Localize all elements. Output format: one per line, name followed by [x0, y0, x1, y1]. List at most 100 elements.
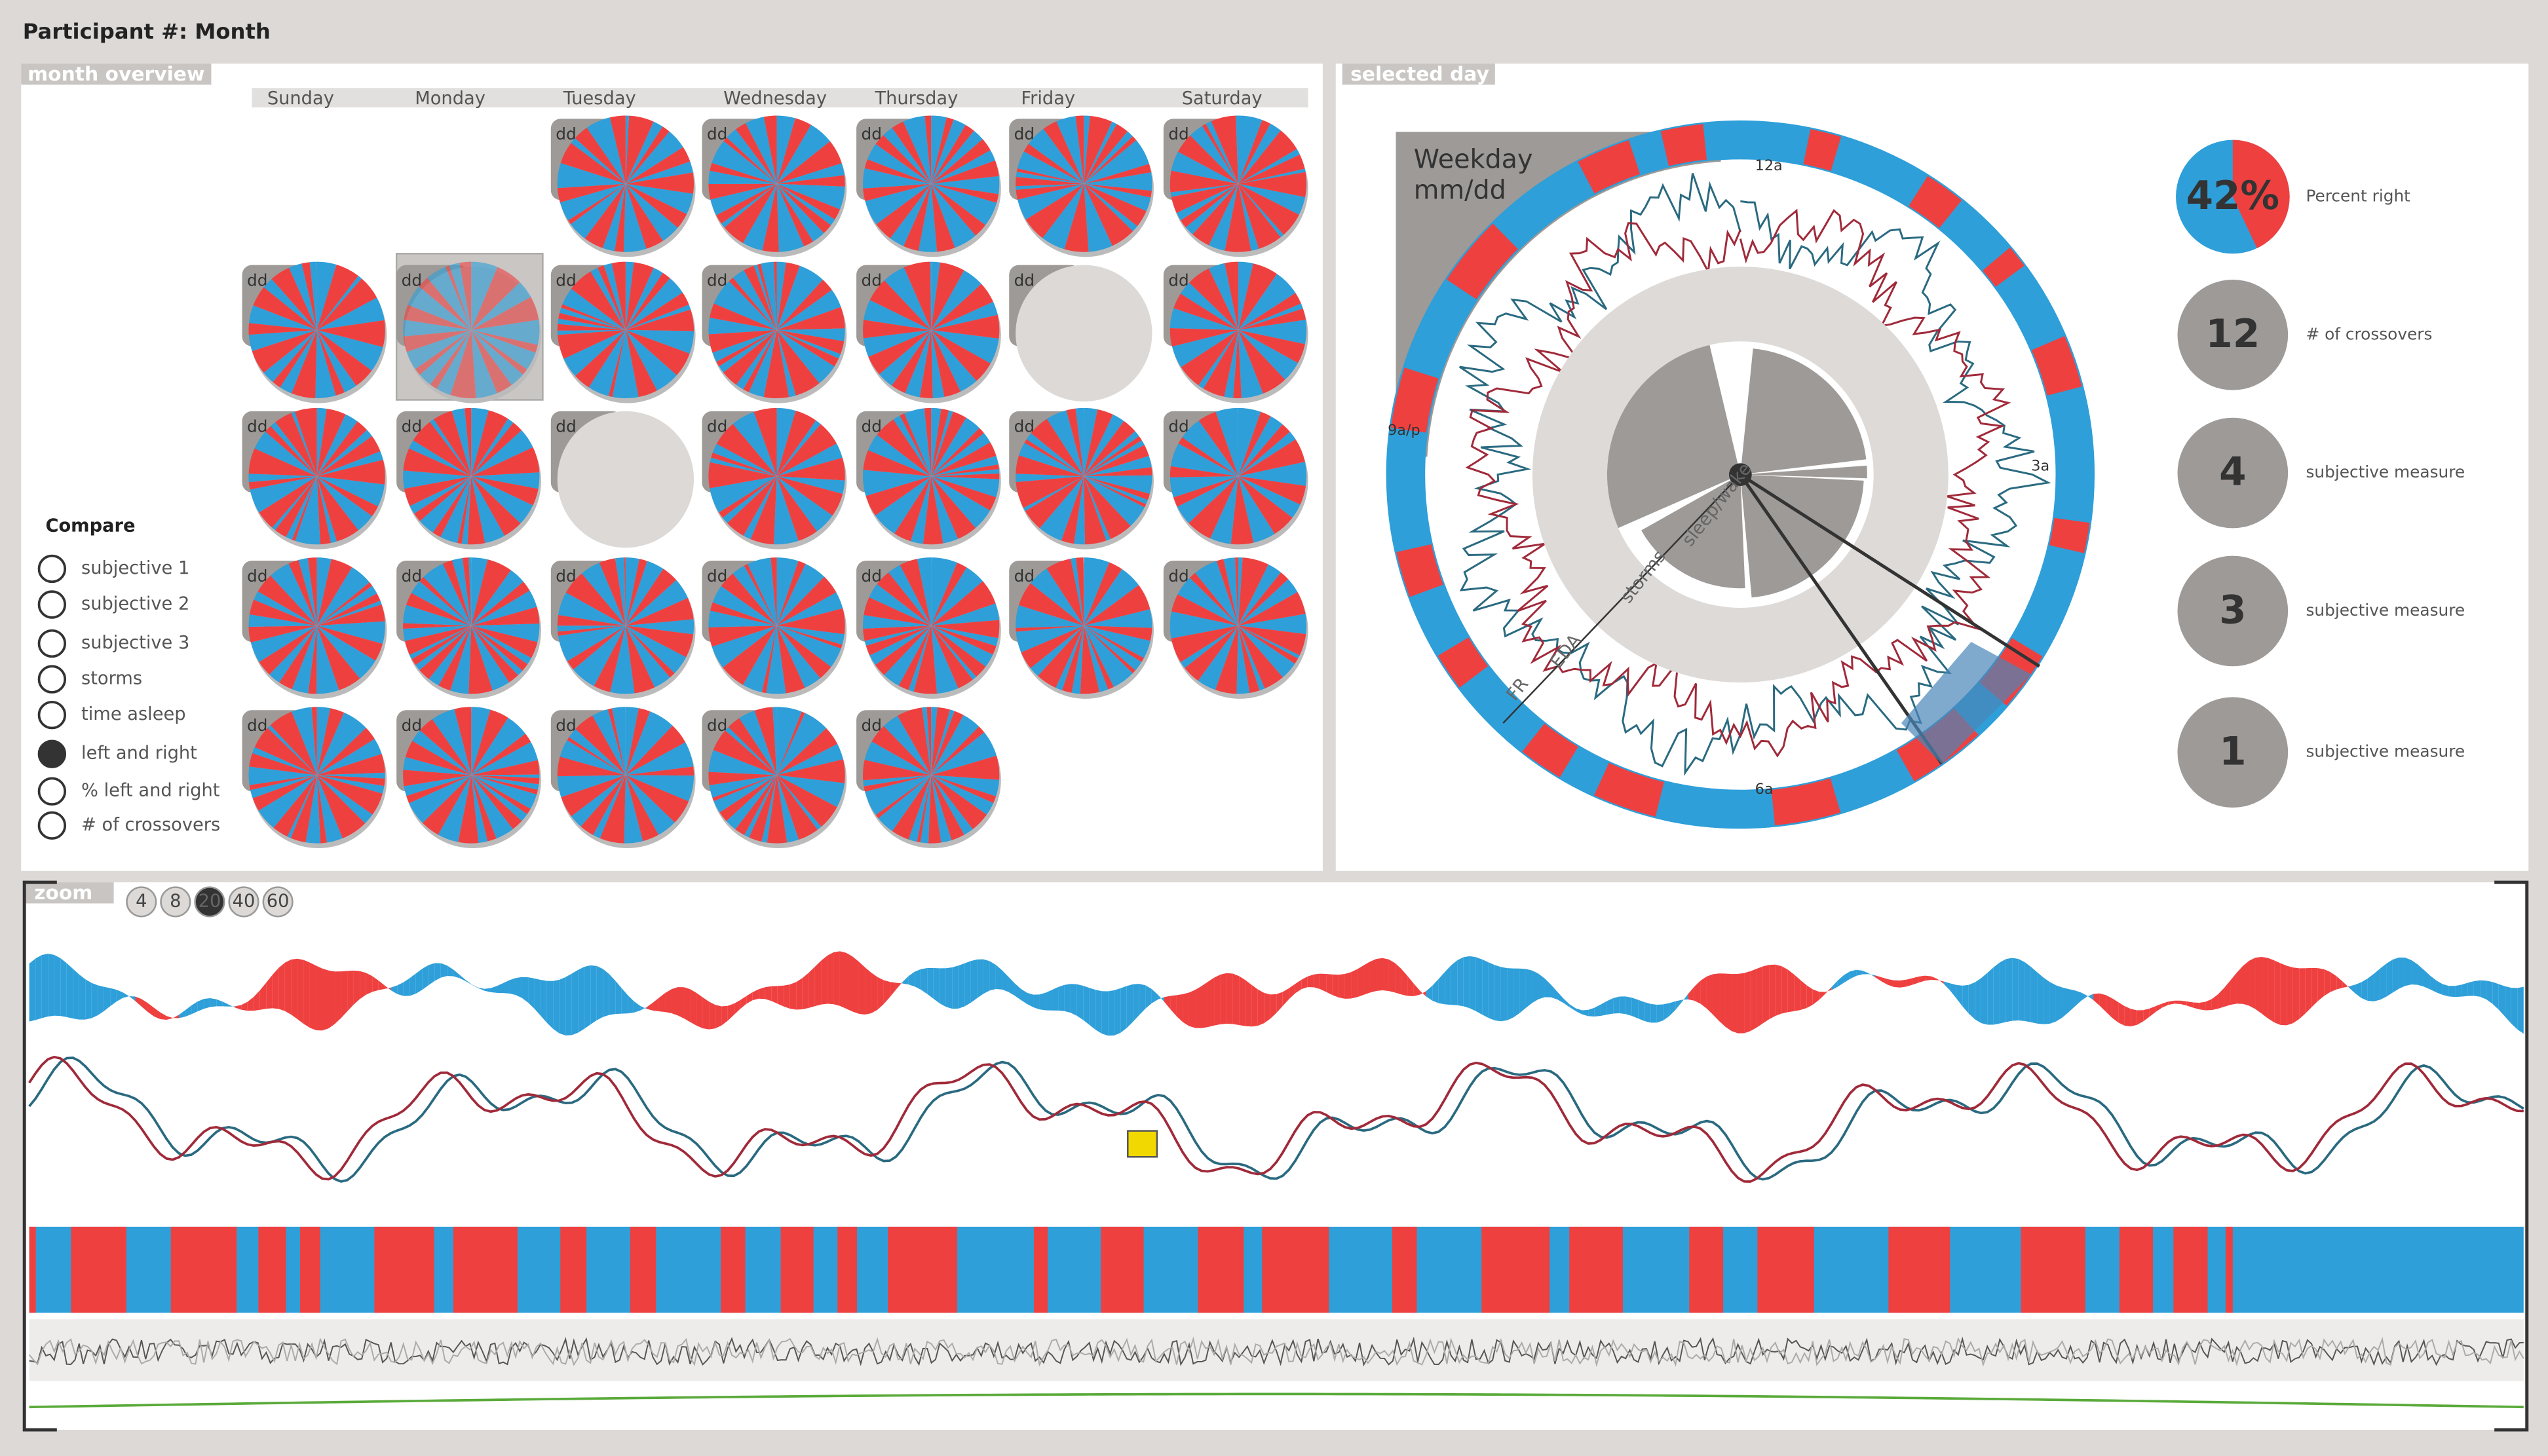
- pie-wedge: [625, 561, 664, 626]
- pie-wedge: [712, 586, 777, 626]
- pie-wedge: [471, 476, 505, 544]
- pie-wedge: [875, 625, 932, 675]
- option-label[interactable]: storms: [81, 669, 142, 689]
- pie-wedge: [1016, 183, 1084, 190]
- pie-wedge: [315, 329, 336, 399]
- option-label[interactable]: subjective 1: [81, 558, 189, 578]
- difference-area: [1525, 969, 1532, 1008]
- option-radio[interactable]: [37, 811, 67, 840]
- metric-circle: [2177, 555, 2289, 667]
- difference-area: [1463, 956, 1470, 1009]
- pie-wedge: [931, 625, 959, 694]
- pie-wedge: [471, 625, 510, 691]
- zoom-level[interactable]: 60: [267, 891, 290, 911]
- pie-wedge: [743, 329, 777, 392]
- day-pie: [248, 407, 385, 545]
- option-radio[interactable]: [37, 590, 67, 619]
- pie-wedge: [1238, 320, 1307, 345]
- zoom-level[interactable]: 8: [170, 891, 181, 911]
- option-label[interactable]: # of crossovers: [81, 815, 220, 835]
- pie-wedge: [1178, 437, 1238, 477]
- option-radio[interactable]: [37, 739, 67, 768]
- metric-label: Percent right: [2306, 186, 2410, 205]
- pie-wedge: [776, 476, 845, 495]
- pie-wedge: [732, 565, 777, 626]
- pie-wedge: [898, 625, 932, 690]
- pie-wedge: [1064, 183, 1089, 252]
- difference-area: [1014, 983, 1021, 1000]
- day-number: dd: [556, 567, 576, 586]
- zoom-button[interactable]: [262, 886, 294, 918]
- option-radio[interactable]: [37, 777, 67, 806]
- state-segment: [71, 1226, 126, 1313]
- pie-wedge: [557, 614, 626, 626]
- pie-wedge: [263, 278, 317, 330]
- pie-wedge: [316, 408, 346, 477]
- pie-wedge: [919, 329, 933, 399]
- pie-wedge: [716, 329, 777, 367]
- pie-wedge: [1024, 439, 1084, 477]
- pie-wedge: [1176, 183, 1238, 221]
- option-radio[interactable]: [37, 665, 67, 694]
- zoom-button[interactable]: [194, 886, 225, 918]
- pie-wedge: [1084, 625, 1150, 658]
- difference-area: [303, 960, 310, 1028]
- pie-wedge: [776, 592, 843, 626]
- pie-wedge: [308, 625, 317, 694]
- state-segment: [1101, 1226, 1144, 1313]
- pie-wedge: [863, 470, 932, 496]
- difference-area: [1507, 968, 1513, 1020]
- pie-wedge: [867, 143, 932, 184]
- difference-area: [746, 992, 753, 1004]
- difference-area: [658, 992, 666, 1013]
- difference-area: [2461, 982, 2468, 997]
- pie-wedge: [908, 775, 932, 842]
- difference-area: [2448, 986, 2456, 998]
- difference-area: [1033, 994, 1040, 1010]
- pie-wedge: [708, 329, 777, 353]
- difference-area: [2330, 971, 2337, 992]
- option-label[interactable]: time asleep: [81, 704, 186, 724]
- pie-wedge: [611, 707, 626, 775]
- pie-wedge: [428, 625, 472, 686]
- option-label[interactable]: subjective 2: [81, 594, 189, 614]
- pie-wedge: [776, 424, 837, 477]
- difference-area: [1694, 980, 1701, 1004]
- pie-wedge: [445, 265, 472, 330]
- pie-wedge: [1238, 439, 1305, 477]
- zoom-level[interactable]: 40: [233, 891, 256, 911]
- pie-wedge: [1238, 329, 1299, 380]
- pie-wedge: [931, 442, 997, 477]
- pie-wedge: [309, 261, 317, 330]
- difference-area: [259, 982, 267, 1010]
- zoom-button[interactable]: [126, 886, 157, 918]
- zoom-level[interactable]: 4: [136, 891, 147, 911]
- zoom-button[interactable]: [160, 886, 191, 918]
- difference-area: [827, 952, 834, 1005]
- pie-wedge: [776, 280, 832, 330]
- option-radio[interactable]: [37, 700, 67, 730]
- pie-wedge: [252, 747, 317, 775]
- pie-wedge: [403, 329, 472, 352]
- difference-area: [1869, 973, 1875, 978]
- option-radio[interactable]: [37, 554, 67, 584]
- pie-wedge: [749, 775, 777, 842]
- pie-wedge: [1046, 410, 1084, 477]
- pie-wedge: [419, 476, 472, 533]
- difference-area: [372, 976, 379, 992]
- option-label[interactable]: % left and right: [81, 781, 220, 801]
- option-radio[interactable]: [37, 629, 67, 658]
- difference-area: [1638, 999, 1645, 1021]
- pie-wedge: [575, 715, 626, 775]
- pie-wedge: [471, 775, 522, 829]
- difference-area: [759, 987, 765, 999]
- zoom-button[interactable]: [228, 886, 259, 918]
- pie-wedge: [625, 115, 654, 184]
- zoom-level[interactable]: 20: [199, 891, 221, 911]
- option-label[interactable]: left and right: [81, 743, 197, 764]
- option-label[interactable]: subjective 3: [81, 633, 189, 653]
- pie-wedge: [1043, 121, 1084, 184]
- pie-wedge: [409, 476, 472, 514]
- difference-area: [2037, 972, 2044, 1024]
- pie-wedge: [625, 121, 663, 184]
